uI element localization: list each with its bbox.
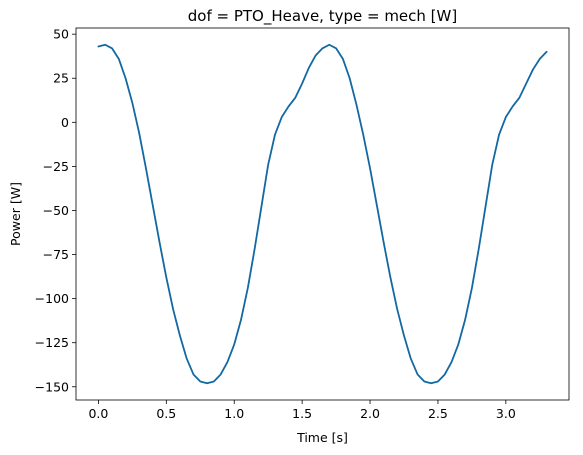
x-tick-label: 2.0	[360, 406, 380, 421]
y-tick-label: 0	[61, 115, 69, 130]
y-tick-label: −50	[43, 203, 69, 218]
y-tick-label: −125	[35, 335, 69, 350]
y-tick-label: −100	[35, 291, 69, 306]
x-tick-label: 1.0	[224, 406, 244, 421]
x-tick-label: 3.0	[496, 406, 516, 421]
y-tick-label: −150	[35, 379, 69, 394]
series-line-0	[97, 43, 548, 385]
axes-frame	[75, 27, 570, 401]
y-axis-label: Power [W]	[8, 182, 23, 246]
x-axis-ticks: 0.0 0.5 1.0 1.5 2.0 2.5 3.0	[88, 400, 516, 421]
x-tick-label: 2.5	[428, 406, 448, 421]
y-tick-label: 25	[53, 71, 69, 86]
chart-title: dof = PTO_Heave, type = mech [W]	[188, 7, 457, 26]
x-axis-label: Time [s]	[296, 430, 348, 445]
x-tick-label: 1.5	[292, 406, 312, 421]
y-tick-label: 50	[53, 27, 69, 42]
x-tick-label: 0.5	[156, 406, 176, 421]
y-tick-label: −75	[43, 247, 69, 262]
y-axis-ticks: 50 25 0 −25 −50 −75 −100 −125 −150	[35, 27, 76, 394]
plot-area	[97, 43, 548, 385]
x-tick-label: 0.0	[88, 406, 108, 421]
y-tick-label: −25	[43, 159, 69, 174]
